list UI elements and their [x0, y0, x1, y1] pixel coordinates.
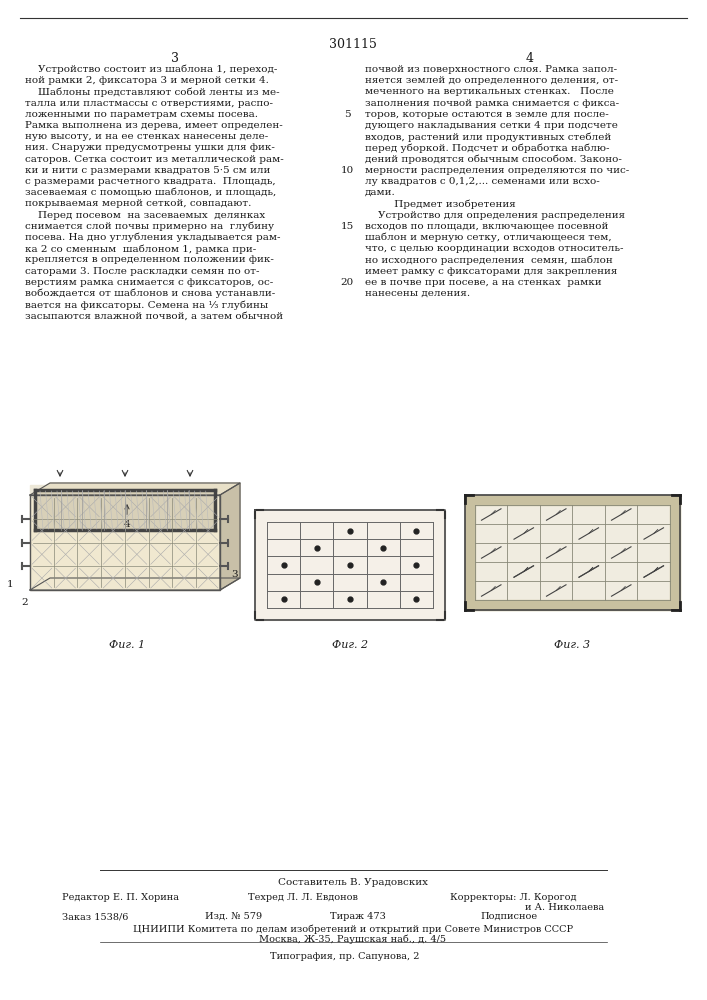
Text: дами.: дами.: [365, 188, 396, 197]
Text: 301115: 301115: [329, 38, 377, 51]
Text: Шаблоны представляют собой ленты из ме-: Шаблоны представляют собой ленты из ме-: [25, 87, 280, 97]
Text: ния. Снаружи предусмотрены ушки для фик-: ния. Снаружи предусмотрены ушки для фик-: [25, 143, 275, 152]
Text: Устройство для определения распределения: Устройство для определения распределения: [365, 211, 625, 220]
Text: Предмет изобретения: Предмет изобретения: [365, 199, 515, 209]
Text: Фиг. 3: Фиг. 3: [554, 640, 590, 650]
Polygon shape: [465, 495, 680, 505]
Text: ка 2 со сменным  шаблоном 1, рамка при-: ка 2 со сменным шаблоном 1, рамка при-: [25, 244, 256, 254]
Text: 20: 20: [340, 278, 354, 287]
Polygon shape: [255, 510, 445, 620]
Text: Устройство состоит из шаблона 1, переход-: Устройство состоит из шаблона 1, переход…: [25, 65, 277, 75]
Text: дений проводятся обычным способом. Законо-: дений проводятся обычным способом. Закон…: [365, 155, 622, 164]
Text: Редактор Е. П. Хорина: Редактор Е. П. Хорина: [62, 893, 179, 902]
Text: 15: 15: [340, 222, 354, 231]
Text: 3: 3: [232, 570, 238, 579]
Text: Корректоры: Л. Корогод: Корректоры: Л. Корогод: [450, 893, 576, 902]
Text: Типография, пр. Сапунова, 2: Типография, пр. Сапунова, 2: [270, 952, 419, 961]
Text: 2: 2: [22, 598, 28, 607]
Text: 10: 10: [340, 166, 354, 175]
Text: ее в почве при посеве, а на стенках  рамки: ее в почве при посеве, а на стенках рамк…: [365, 278, 602, 287]
Text: ную высоту, и на ее стенках нанесены деле-: ную высоту, и на ее стенках нанесены дел…: [25, 132, 268, 141]
Text: талла или пластмассы с отверстиями, распо-: талла или пластмассы с отверстиями, расп…: [25, 99, 273, 108]
Text: засеваемая с помощью шаблонов, и площадь,: засеваемая с помощью шаблонов, и площадь…: [25, 188, 276, 197]
Polygon shape: [465, 495, 680, 610]
Text: почвой из поверхностного слоя. Рамка запол-: почвой из поверхностного слоя. Рамка зап…: [365, 65, 617, 74]
Text: но исходного распределения  семян, шаблон: но исходного распределения семян, шаблон: [365, 255, 613, 265]
Text: имеет рамку с фиксаторами для закрепления: имеет рамку с фиксаторами для закреплени…: [365, 267, 617, 276]
Text: 5: 5: [344, 110, 350, 119]
Text: входов, растений или продуктивных стеблей: входов, растений или продуктивных стебле…: [365, 132, 612, 142]
Text: снимается слой почвы примерно на  глубину: снимается слой почвы примерно на глубину: [25, 222, 274, 231]
Text: верстиям рамка снимается с фиксаторов, ос-: верстиям рамка снимается с фиксаторов, о…: [25, 278, 273, 287]
Text: дующего накладывания сетки 4 при подсчете: дующего накладывания сетки 4 при подсчет…: [365, 121, 618, 130]
Text: ной рамки 2, фиксатора 3 и мерной сетки 4.: ной рамки 2, фиксатора 3 и мерной сетки …: [25, 76, 269, 85]
Text: Техред Л. Л. Евдонов: Техред Л. Л. Евдонов: [248, 893, 358, 902]
Text: с размерами расчетного квадрата.  Площадь,: с размерами расчетного квадрата. Площадь…: [25, 177, 276, 186]
Text: Подписное: Подписное: [480, 912, 537, 921]
Polygon shape: [30, 485, 220, 535]
Text: ЦНИИПИ Комитета по делам изобретений и открытий при Совете Министров СССР: ЦНИИПИ Комитета по делам изобретений и о…: [133, 924, 573, 934]
Text: 4: 4: [124, 505, 130, 529]
Text: ложенными по параметрам схемы посева.: ложенными по параметрам схемы посева.: [25, 110, 258, 119]
Text: вобождается от шаблонов и снова устанавли-: вобождается от шаблонов и снова устанавл…: [25, 289, 275, 298]
Text: покрываемая мерной сеткой, совпадают.: покрываемая мерной сеткой, совпадают.: [25, 199, 252, 208]
Text: 3: 3: [171, 52, 179, 65]
Polygon shape: [465, 495, 475, 610]
Text: Изд. № 579: Изд. № 579: [205, 912, 262, 921]
Text: заполнения почвой рамка снимается с фикса-: заполнения почвой рамка снимается с фикс…: [365, 99, 619, 108]
Polygon shape: [465, 600, 680, 610]
Text: саторов. Сетка состоит из металлической рам-: саторов. Сетка состоит из металлической …: [25, 155, 284, 164]
Text: Москва, Ж-35, Раушская наб., д. 4/5: Москва, Ж-35, Раушская наб., д. 4/5: [259, 934, 447, 944]
Polygon shape: [220, 483, 240, 590]
Text: Фиг. 2: Фиг. 2: [332, 640, 368, 650]
Text: Рамка выполнена из дерева, имеет определен-: Рамка выполнена из дерева, имеет определ…: [25, 121, 283, 130]
Text: Тираж 473: Тираж 473: [330, 912, 386, 921]
Text: торов, которые остаются в земле для после-: торов, которые остаются в земле для посл…: [365, 110, 609, 119]
Text: мерности распределения определяются по чис-: мерности распределения определяются по ч…: [365, 166, 629, 175]
Polygon shape: [670, 495, 680, 610]
Text: Фиг. 1: Фиг. 1: [109, 640, 145, 650]
Text: вается на фиксаторы. Семена на ¹⁄₃ глубины: вается на фиксаторы. Семена на ¹⁄₃ глуби…: [25, 300, 268, 310]
Text: шаблон и мерную сетку, отличающееся тем,: шаблон и мерную сетку, отличающееся тем,: [365, 233, 612, 242]
Text: 4: 4: [526, 52, 534, 65]
Text: 1: 1: [6, 580, 13, 589]
Text: что, с целью координации всходов относитель-: что, с целью координации всходов относит…: [365, 244, 624, 253]
Text: и А. Николаева: и А. Николаева: [450, 903, 604, 912]
Polygon shape: [30, 483, 240, 495]
Text: посева. На дно углубления укладывается рам-: посева. На дно углубления укладывается р…: [25, 233, 281, 242]
Polygon shape: [30, 495, 220, 590]
Text: всходов по площади, включающее посевной: всходов по площади, включающее посевной: [365, 222, 609, 231]
Text: лу квадратов с 0,1,2,... семенами или всхо-: лу квадратов с 0,1,2,... семенами или вс…: [365, 177, 600, 186]
Text: Перед посевом  на засеваемых  делянках: Перед посевом на засеваемых делянках: [25, 211, 265, 220]
Text: Составитель В. Урадовских: Составитель В. Урадовских: [278, 878, 428, 887]
Text: нанесены деления.: нанесены деления.: [365, 289, 470, 298]
Text: ки и нити с размерами квадратов 5·5 см или: ки и нити с размерами квадратов 5·5 см и…: [25, 166, 270, 175]
Text: крепляется в определенном положении фик-: крепляется в определенном положении фик-: [25, 255, 274, 264]
Text: няется землей до определенного деления, от-: няется землей до определенного деления, …: [365, 76, 618, 85]
Text: перед уборкой. Подсчет и обработка наблю-: перед уборкой. Подсчет и обработка наблю…: [365, 143, 609, 153]
Text: засыпаются влажной почвой, а затем обычной: засыпаются влажной почвой, а затем обычн…: [25, 311, 283, 320]
Polygon shape: [35, 490, 215, 530]
Text: саторами 3. После раскладки семян по от-: саторами 3. После раскладки семян по от-: [25, 267, 259, 276]
Text: меченного на вертикальных стенках.   После: меченного на вертикальных стенках. После: [365, 87, 614, 96]
Polygon shape: [30, 578, 240, 590]
Text: Заказ 1538/6: Заказ 1538/6: [62, 912, 129, 921]
